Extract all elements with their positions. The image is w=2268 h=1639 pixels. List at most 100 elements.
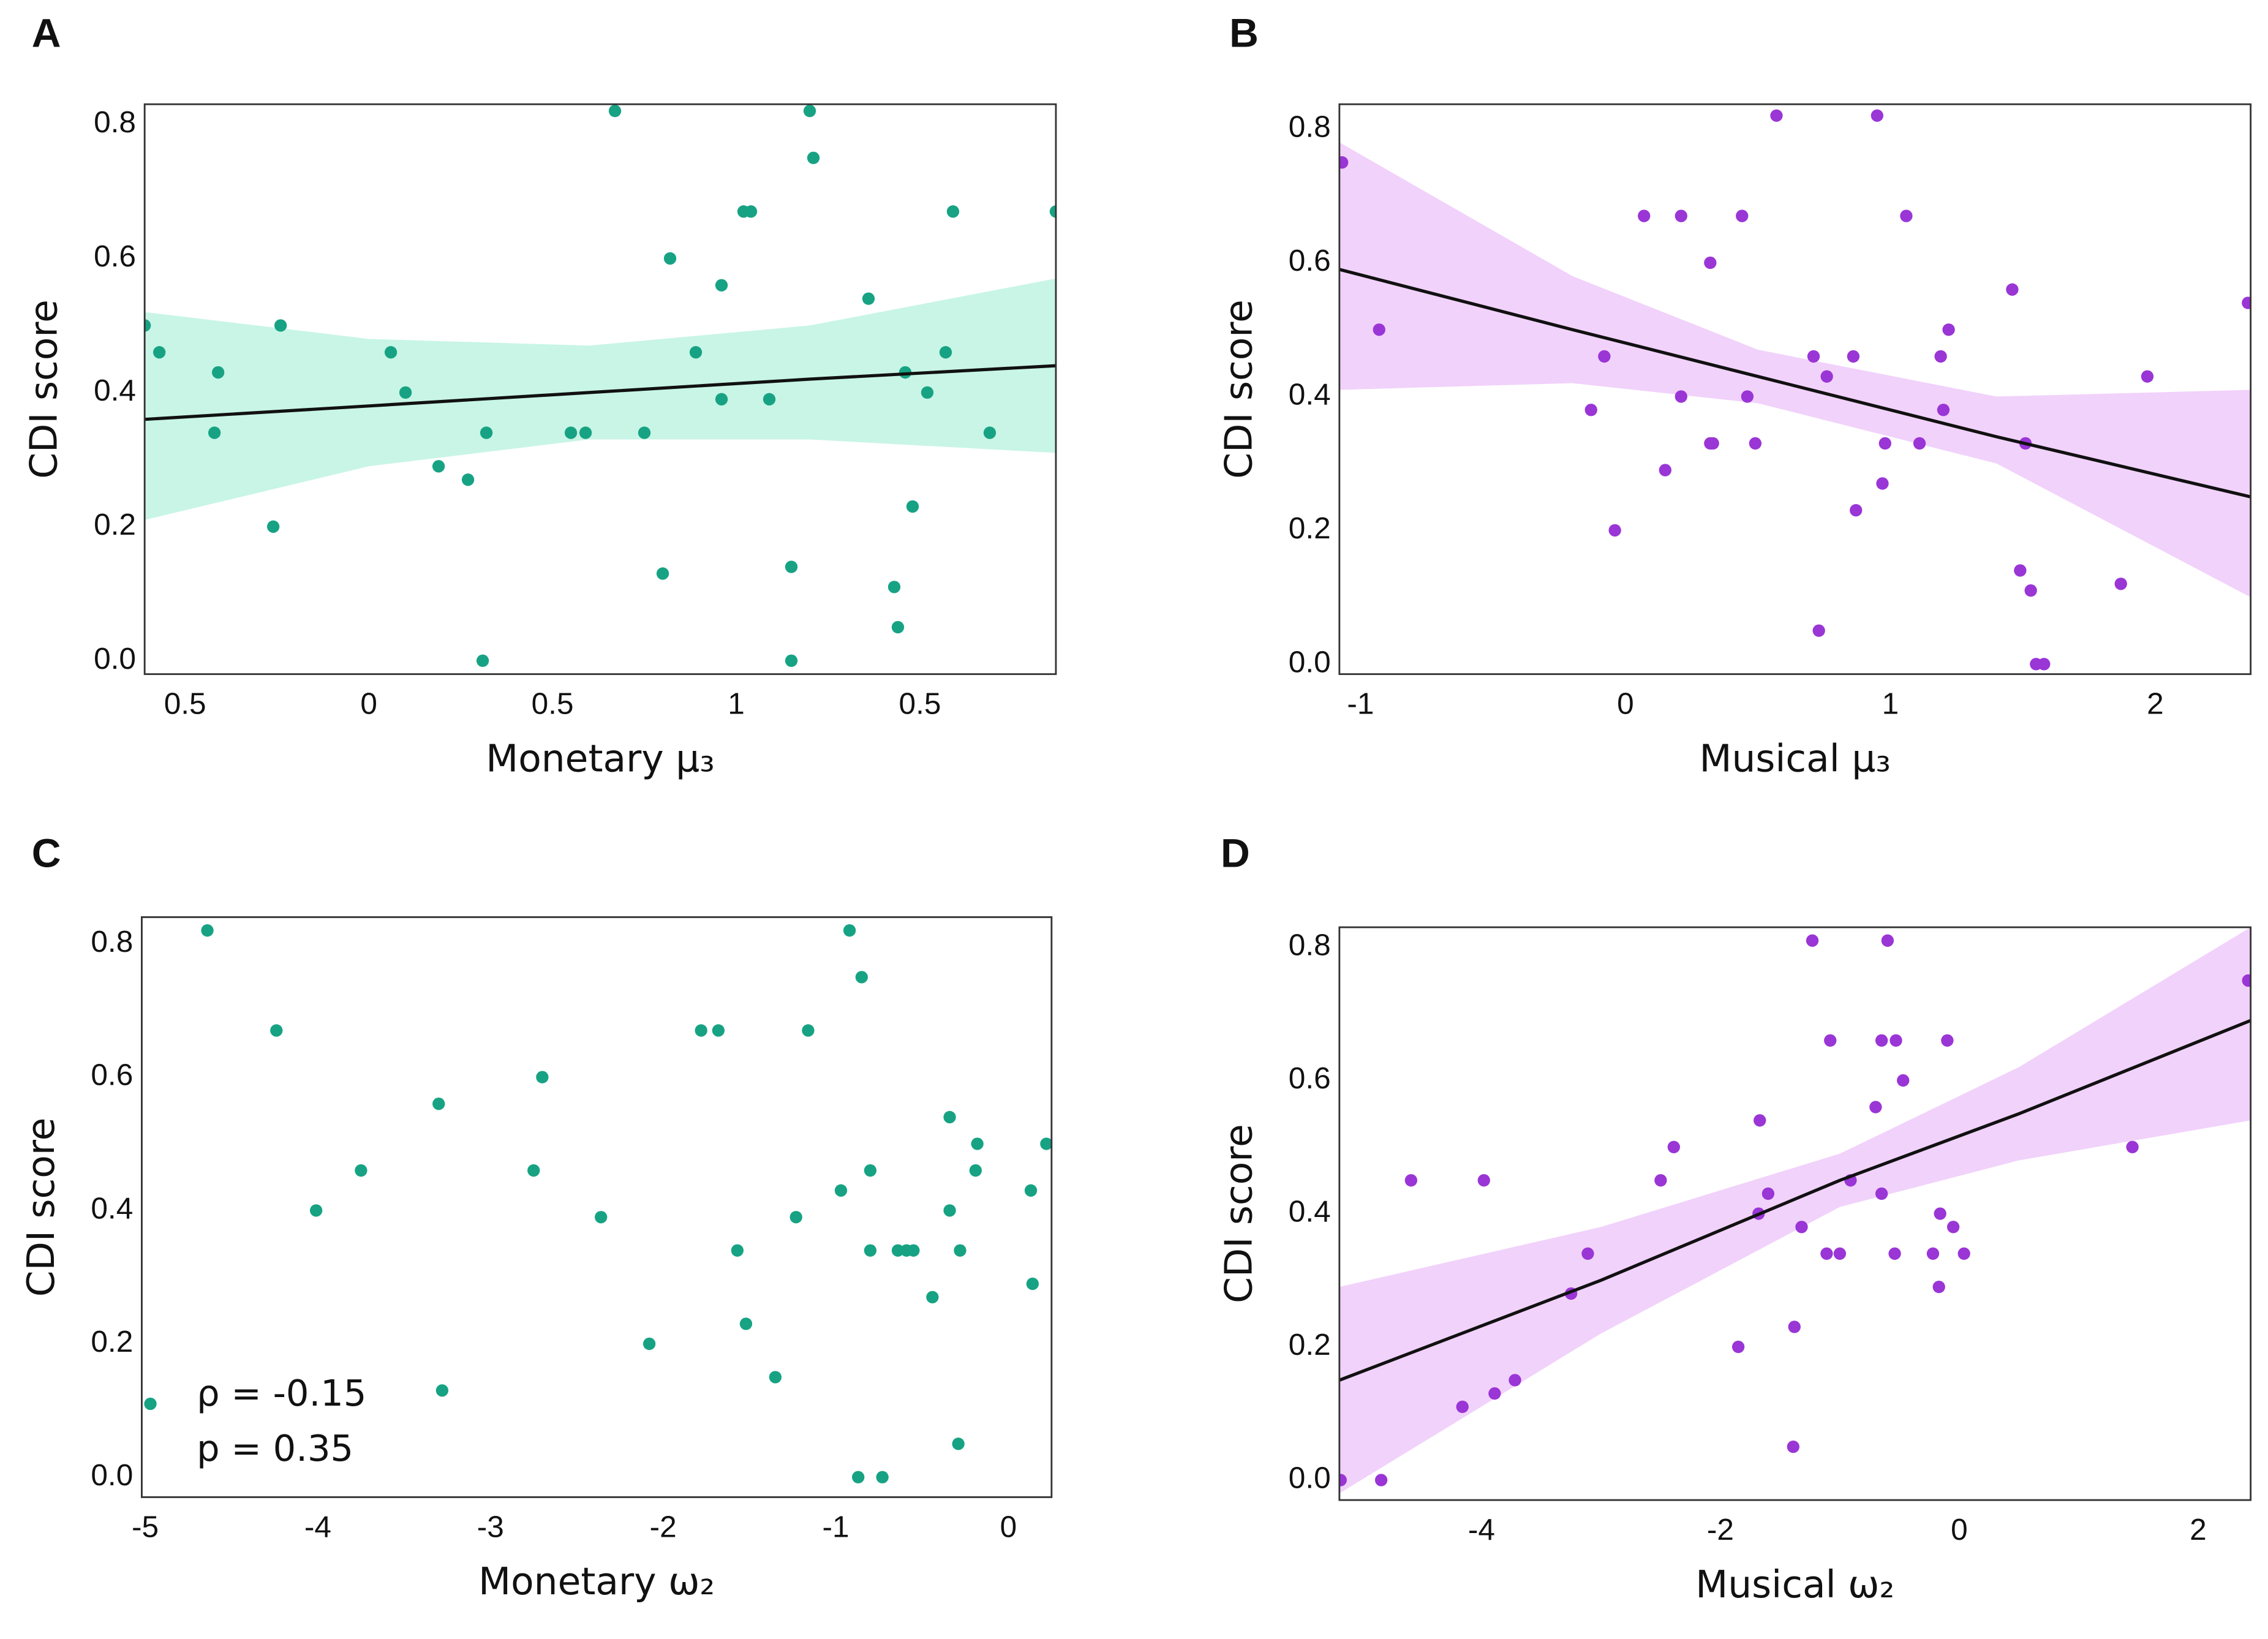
plot-area xyxy=(1339,109,2251,671)
data-point xyxy=(1749,437,1762,450)
data-point xyxy=(943,1204,956,1217)
data-point xyxy=(2141,370,2154,383)
data-point xyxy=(862,292,875,305)
data-point xyxy=(971,1137,984,1150)
data-point xyxy=(803,104,816,118)
data-point xyxy=(2114,578,2127,590)
data-point xyxy=(1850,503,1863,517)
x-tick-label: 1 xyxy=(728,687,745,721)
data-point xyxy=(1339,1474,1347,1486)
data-point xyxy=(274,319,287,332)
data-point xyxy=(384,346,397,359)
confidence-band xyxy=(1339,142,2251,598)
data-point xyxy=(1820,1247,1833,1260)
data-point xyxy=(1675,390,1687,403)
x-tick-label: -4 xyxy=(1468,1512,1495,1547)
data-point xyxy=(208,426,221,439)
y-tick-label: 0.2 xyxy=(1289,1327,1331,1362)
data-point xyxy=(891,620,905,634)
data-point xyxy=(153,346,166,359)
data-point xyxy=(1706,437,1719,450)
data-point xyxy=(1881,934,1894,947)
data-point xyxy=(1824,1034,1837,1047)
data-point xyxy=(1488,1387,1501,1400)
data-point xyxy=(642,1337,656,1351)
data-point xyxy=(1807,350,1820,363)
data-point xyxy=(695,1024,707,1037)
data-point xyxy=(1871,109,1883,122)
x-tick-label: -2 xyxy=(1707,1512,1734,1547)
data-point xyxy=(2038,658,2051,671)
plot-frame xyxy=(141,916,1053,1498)
data-point xyxy=(595,1211,608,1224)
data-point xyxy=(432,460,445,473)
data-point xyxy=(969,1164,982,1177)
data-point xyxy=(907,1244,920,1257)
data-point xyxy=(1040,1137,1052,1150)
x-tick-label: 0 xyxy=(1951,1512,1968,1547)
data-point xyxy=(1795,1221,1808,1234)
data-point xyxy=(715,279,728,292)
y-tick-label: 0.8 xyxy=(1289,110,1331,144)
data-point xyxy=(769,1371,782,1384)
x-tick-label: -5 xyxy=(132,1509,159,1543)
y-tick-label: 0.8 xyxy=(1289,928,1331,962)
data-point xyxy=(2024,584,2037,597)
data-point xyxy=(906,500,919,513)
data-point xyxy=(731,1244,744,1257)
data-point xyxy=(1675,209,1687,222)
data-point xyxy=(946,205,960,218)
data-point xyxy=(763,393,776,405)
x-axis-title: Monetary μ₃ xyxy=(486,737,715,780)
y-tick-label: 0.0 xyxy=(1289,1461,1331,1495)
data-point xyxy=(1339,156,1349,169)
data-point xyxy=(1876,477,1889,490)
data-point xyxy=(1654,1174,1667,1187)
x-tick-label: 2 xyxy=(2190,1512,2207,1547)
data-point xyxy=(527,1164,540,1177)
data-point xyxy=(1869,1101,1882,1113)
data-point xyxy=(939,346,952,359)
data-point xyxy=(1937,404,1950,416)
y-tick-label: 0.2 xyxy=(91,1324,133,1358)
data-point xyxy=(1667,1140,1680,1153)
data-point xyxy=(638,426,651,439)
data-point xyxy=(663,252,677,265)
data-point xyxy=(1847,350,1860,363)
data-point xyxy=(432,1098,445,1110)
data-point xyxy=(887,581,901,593)
x-tick-label: -1 xyxy=(823,1509,850,1543)
panel-label: B xyxy=(1229,11,1259,56)
data-point xyxy=(1761,1187,1775,1200)
data-point xyxy=(1934,350,1947,363)
data-point xyxy=(1942,323,1955,336)
data-point xyxy=(1584,404,1597,416)
confidence-band xyxy=(1339,927,2251,1494)
regression-line xyxy=(1339,1019,2251,1382)
panel-label: C xyxy=(32,831,61,876)
data-point xyxy=(807,151,820,164)
data-point xyxy=(843,924,856,937)
annotation: ρ = -0.15 xyxy=(197,1372,366,1414)
data-point xyxy=(2242,974,2251,987)
data-point xyxy=(785,654,798,667)
data-point xyxy=(1581,1247,1594,1260)
data-point xyxy=(270,1024,283,1037)
y-tick-label: 0.2 xyxy=(1289,511,1331,545)
data-point xyxy=(891,1244,905,1257)
data-point xyxy=(1456,1400,1469,1414)
data-point xyxy=(855,971,868,984)
data-point xyxy=(266,520,280,533)
y-tick-label: 0.2 xyxy=(94,507,136,541)
data-point xyxy=(1941,1034,1954,1047)
data-point xyxy=(1913,437,1926,450)
data-point xyxy=(715,393,728,405)
data-point xyxy=(1946,1221,1960,1234)
data-point xyxy=(1373,323,1385,336)
confidence-band xyxy=(145,278,1056,520)
y-tick-label: 0.6 xyxy=(91,1058,133,1092)
data-point xyxy=(785,560,798,573)
data-point xyxy=(1934,1207,1946,1220)
y-tick-label: 0.4 xyxy=(1289,377,1331,412)
